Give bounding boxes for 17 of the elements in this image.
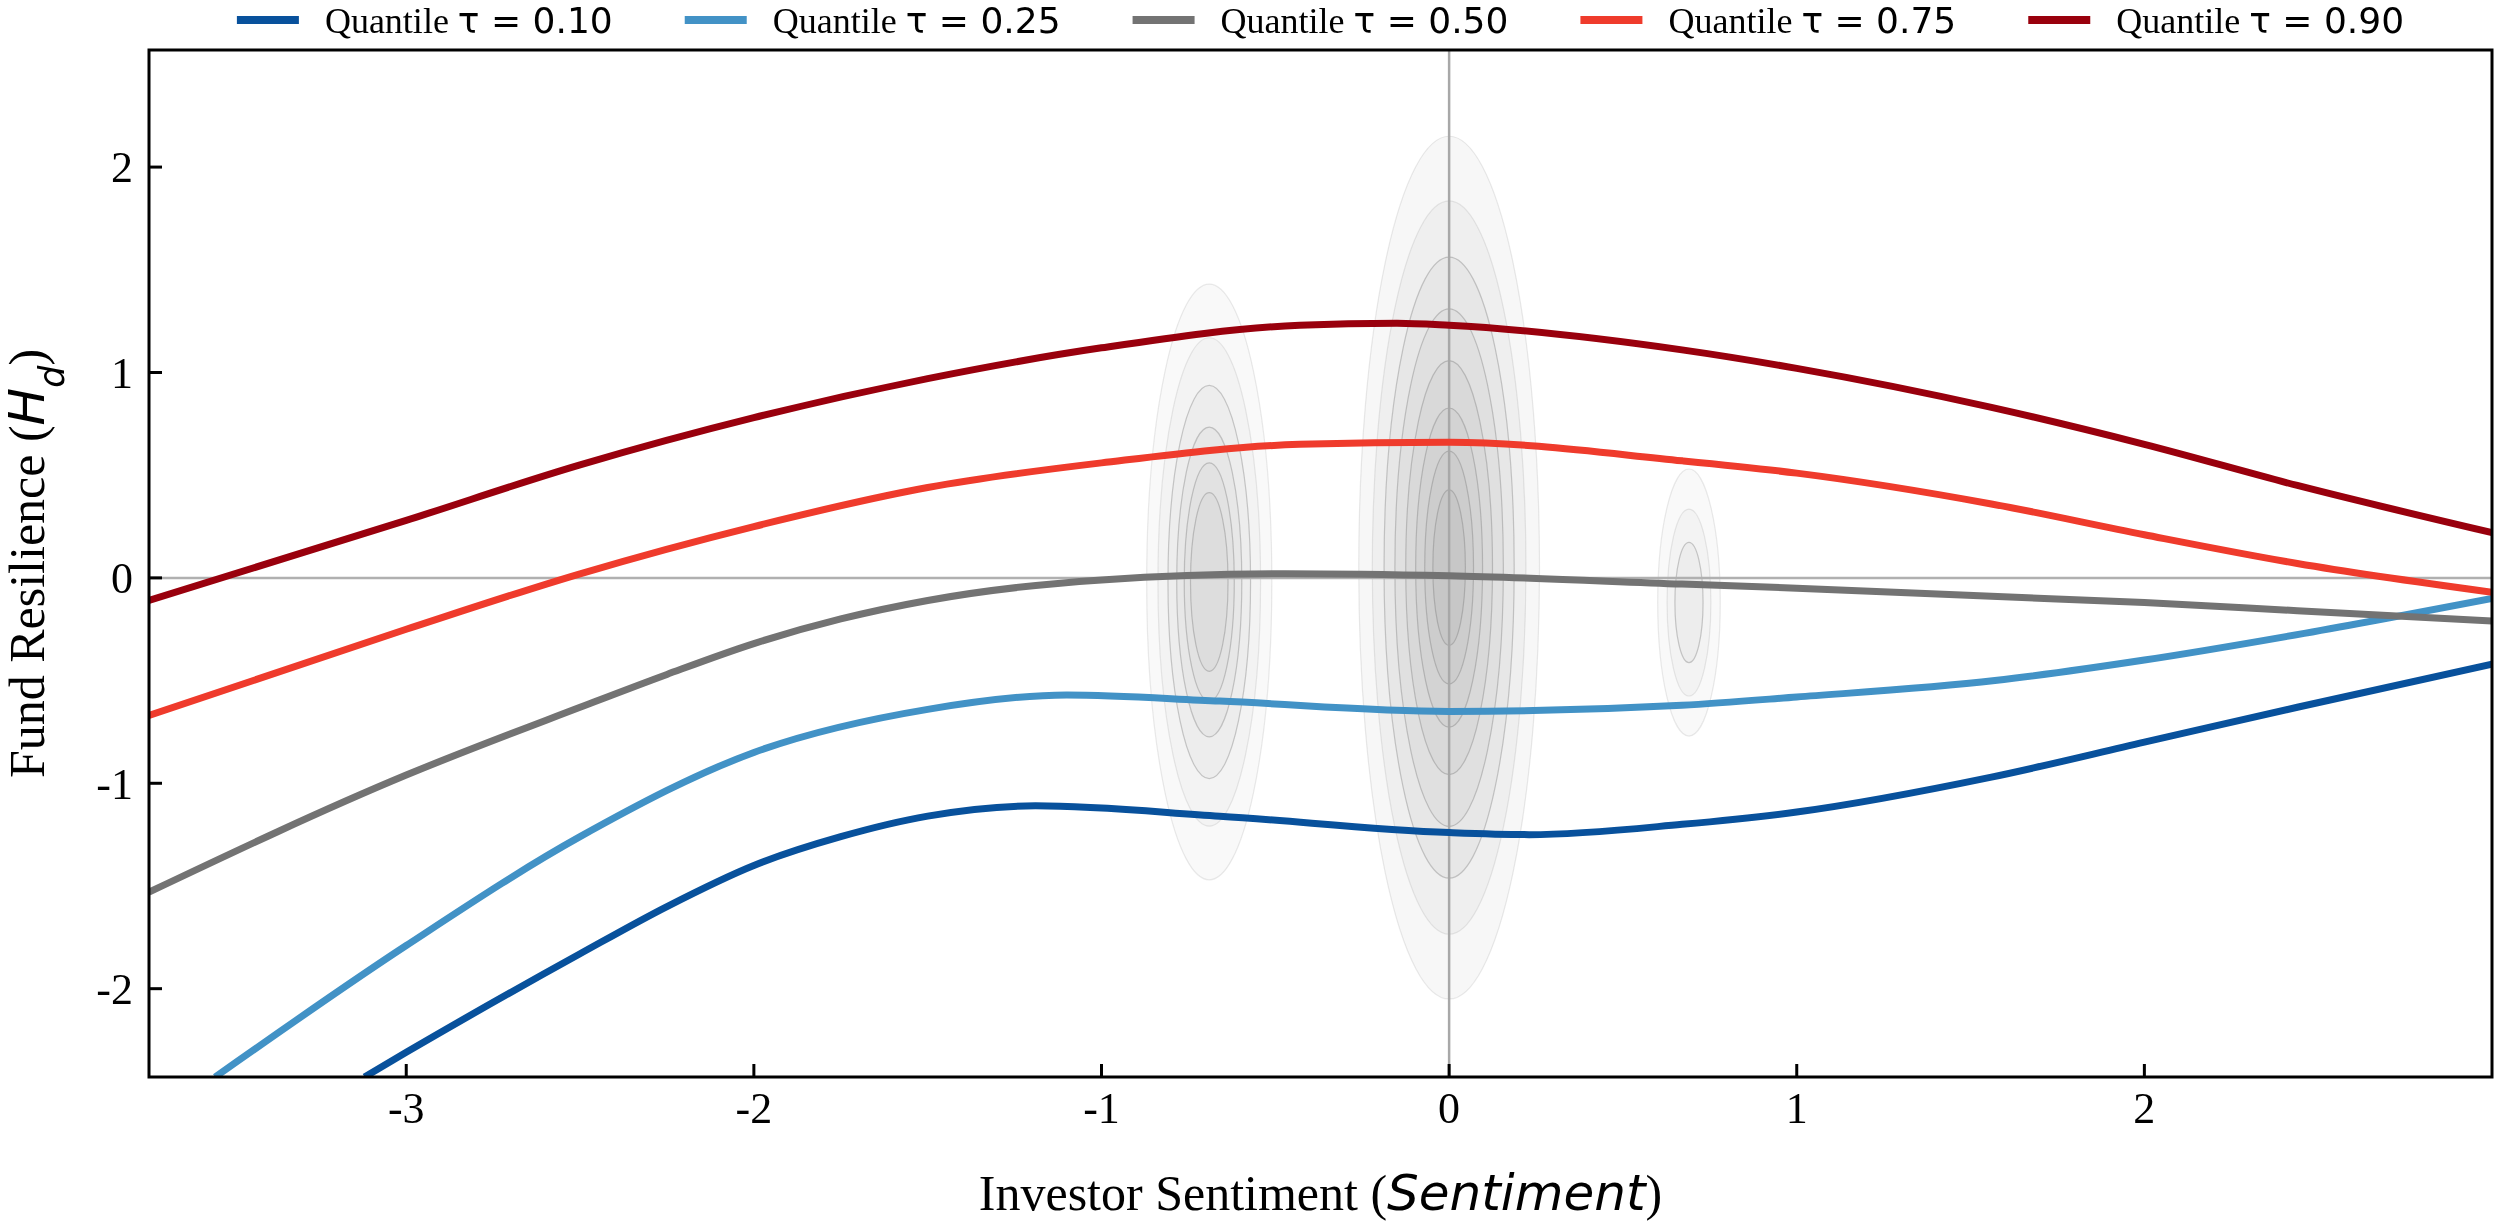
y-tick-label: 2 xyxy=(111,143,133,193)
y-tick-label: 0 xyxy=(111,554,133,604)
y-tick-label: -1 xyxy=(96,759,133,809)
y-tick-label: -2 xyxy=(96,965,133,1015)
x-tick-label: 1 xyxy=(1785,1084,1808,1133)
x-tick-label: 0 xyxy=(1438,1084,1461,1133)
x-tick-label: 2 xyxy=(2133,1084,2156,1133)
legend-label: Quantile τ = 0.10 xyxy=(324,0,613,41)
x-axis-title: Investor Sentiment (Sentiment) xyxy=(978,1164,1663,1222)
legend-label: Quantile τ = 0.90 xyxy=(2116,0,2405,41)
x-tick-label: -2 xyxy=(735,1084,773,1133)
x-tick-label: -1 xyxy=(1083,1084,1120,1133)
x-tick-label: -3 xyxy=(387,1084,425,1133)
legend-label: Quantile τ = 0.75 xyxy=(1668,0,1957,41)
legend-label: Quantile τ = 0.25 xyxy=(772,0,1061,41)
legend-label: Quantile τ = 0.50 xyxy=(1220,0,1509,41)
y-tick-label: 1 xyxy=(111,348,133,398)
